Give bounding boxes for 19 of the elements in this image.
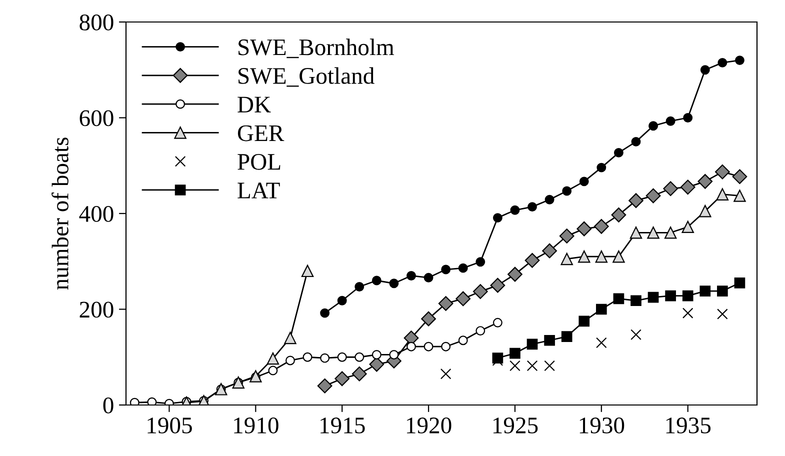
legend-label: GER <box>238 125 284 142</box>
x-tick-label: 1930 <box>580 417 624 434</box>
legend-label: SWE_Gotland <box>238 67 374 87</box>
y-tick-label: 800 <box>80 14 114 30</box>
y-tick-label: 200 <box>80 302 114 318</box>
legend-label: SWE_Bornholm <box>238 38 394 58</box>
y-axis-title: number of boats <box>52 138 68 290</box>
y-tick-label: 600 <box>80 110 114 126</box>
x-tick-label: 1925 <box>493 418 538 434</box>
y-tick-label: 0 <box>103 397 114 414</box>
x-tick-label: 1920 <box>407 417 452 434</box>
legend-label: POL <box>238 154 280 170</box>
x-tick-label: 1935 <box>666 418 711 434</box>
x-tick-label: 1905 <box>148 417 192 434</box>
legend-label: DK <box>238 96 271 112</box>
x-tick-label: 1915 <box>320 418 365 434</box>
y-tick-label: 400 <box>79 206 114 222</box>
x-tick-label: 1910 <box>234 417 278 434</box>
legend-label: LAT <box>238 182 280 198</box>
